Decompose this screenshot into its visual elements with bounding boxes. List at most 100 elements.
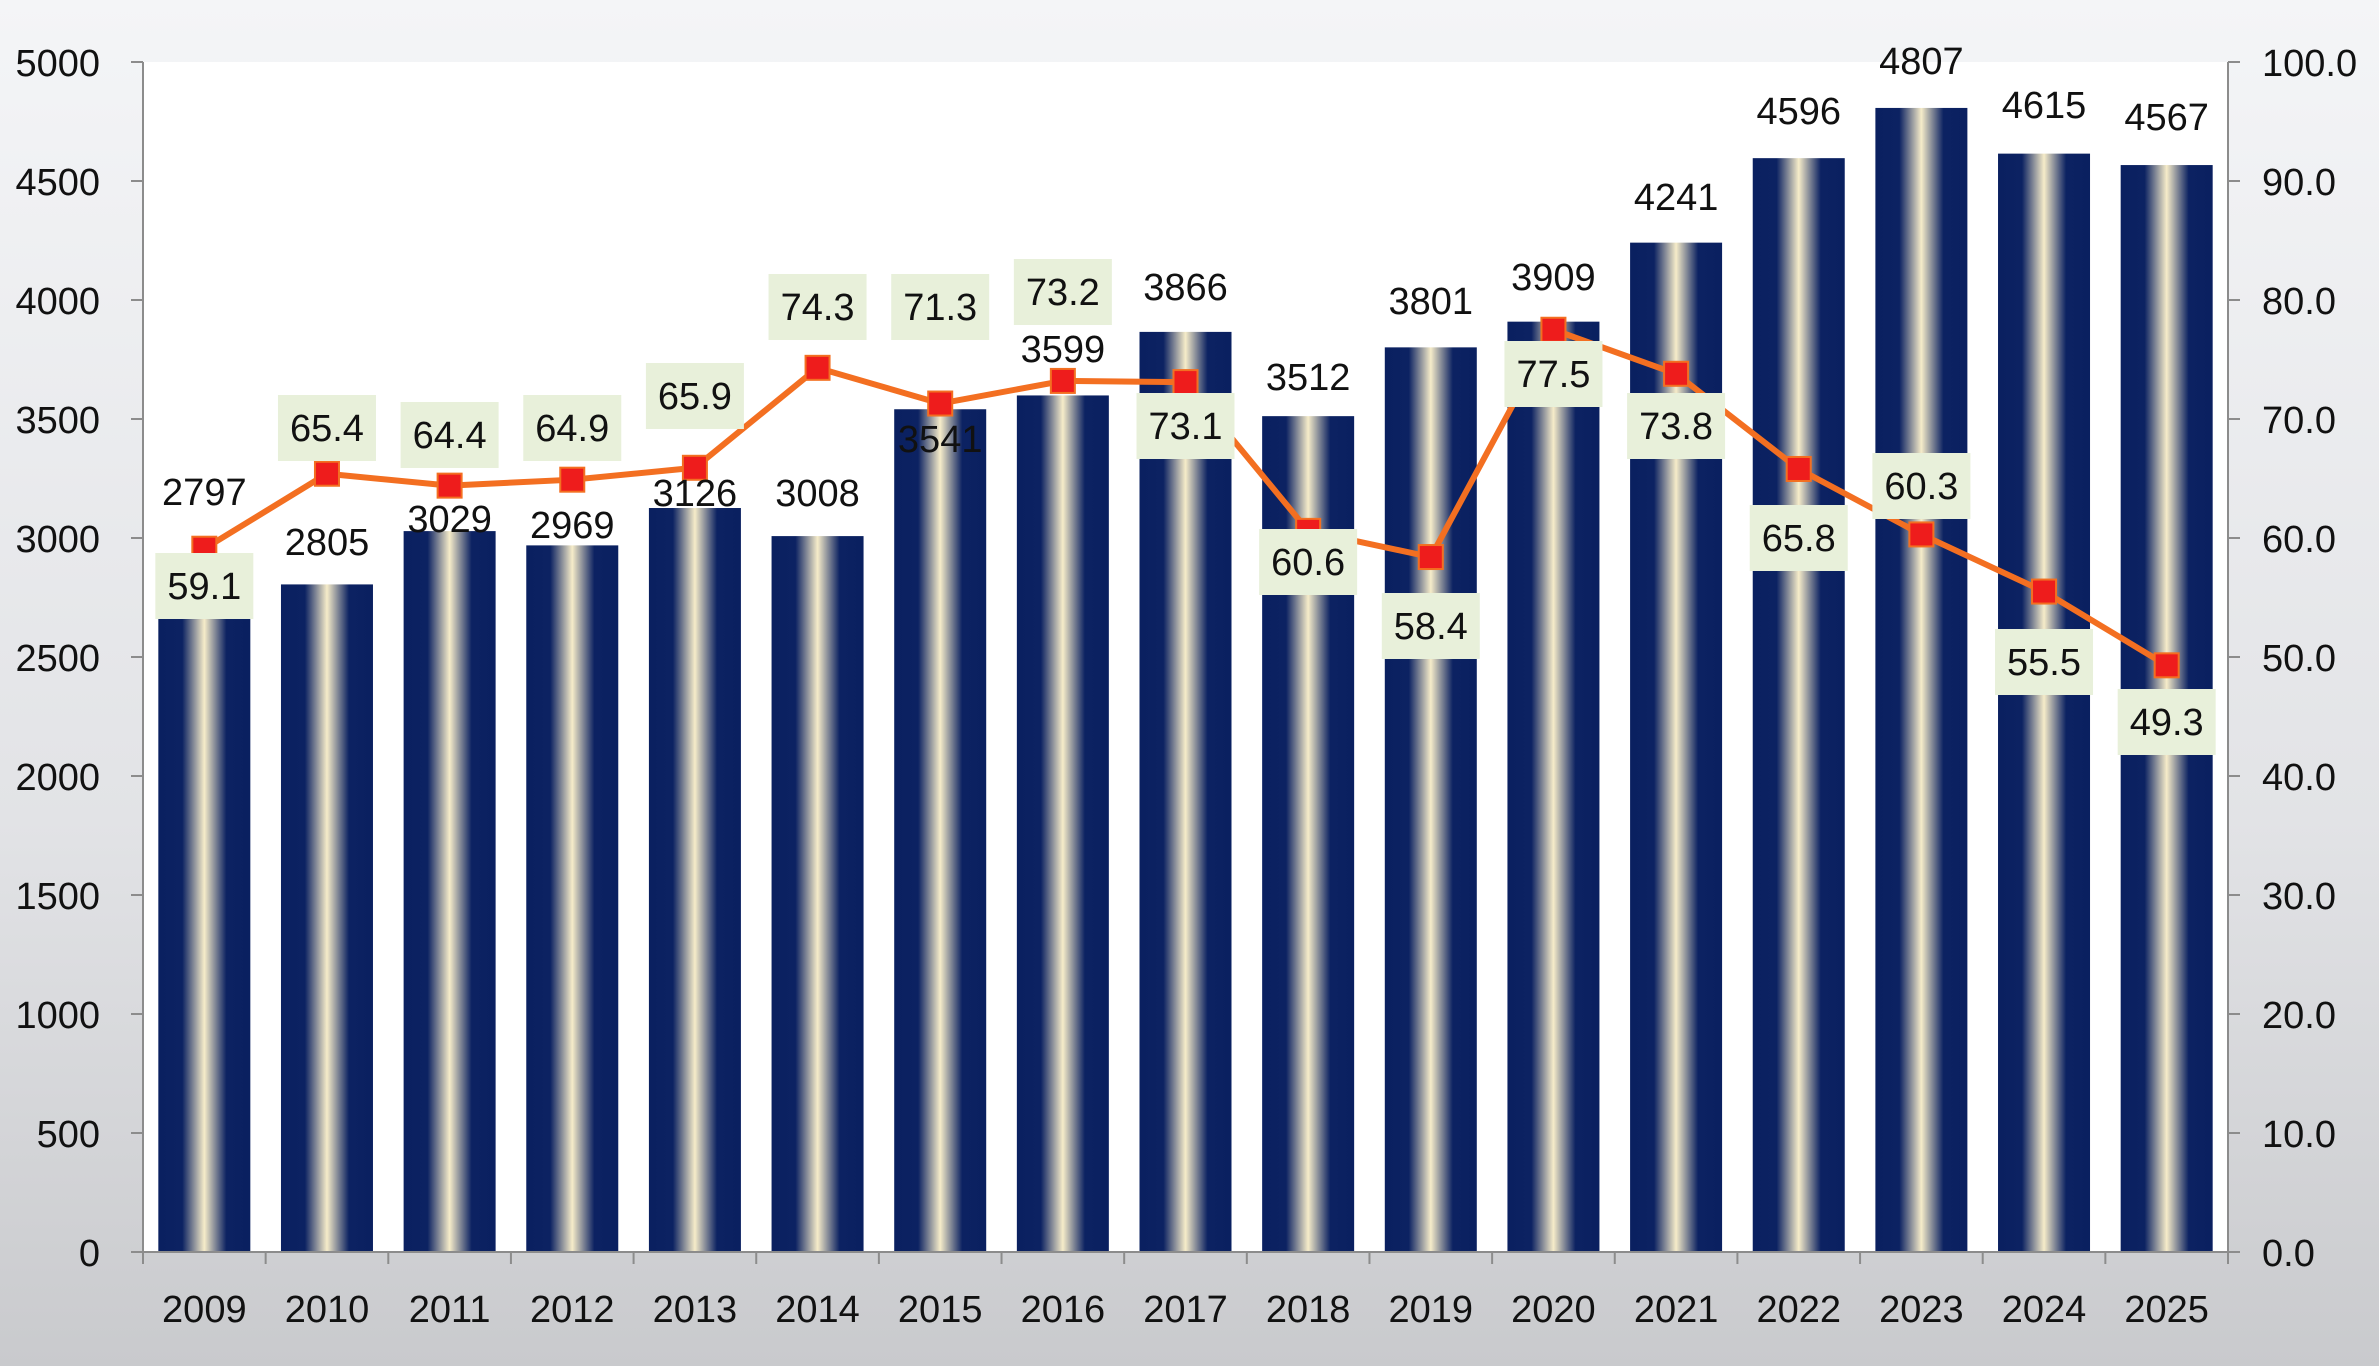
bar-value-label: 3801 (1389, 281, 1474, 323)
bar-value-label: 2797 (162, 472, 247, 514)
x-tick-label: 2009 (162, 1289, 247, 1331)
x-tick-label: 2014 (775, 1289, 860, 1331)
right-tick-label: 70.0 (2262, 400, 2336, 442)
line-label-box (1013, 259, 1112, 325)
bar-value-label: 3909 (1511, 257, 1596, 299)
x-tick-label: 2022 (1756, 1289, 1841, 1331)
line-value-label: 77.5 (1516, 354, 1590, 396)
line-label-box (400, 402, 499, 468)
left-tick-label: 5000 (15, 43, 100, 85)
line-label-box (768, 274, 867, 340)
line-value-label: 49.3 (2130, 702, 2204, 744)
left-tick-label: 2000 (15, 757, 100, 799)
line-value-label: 59.1 (167, 566, 241, 608)
x-tick-label: 2010 (285, 1289, 370, 1331)
x-tick-label: 2021 (1634, 1289, 1719, 1331)
bar-2024 (1998, 153, 2091, 1252)
line-value-label: 74.3 (781, 287, 855, 329)
line-marker-2020 (1540, 316, 1567, 343)
bar-value-label: 3512 (1266, 357, 1351, 399)
right-tick-label: 40.0 (2262, 757, 2336, 799)
bar-value-label: 3599 (1021, 329, 1106, 371)
x-tick-label: 2016 (1021, 1289, 1106, 1331)
line-value-label: 71.3 (903, 287, 977, 329)
left-tick-label: 4000 (15, 281, 100, 323)
x-tick-label: 2012 (530, 1289, 615, 1331)
line-label-box (523, 395, 622, 461)
line-label-box (1627, 393, 1726, 459)
line-label-box (1504, 341, 1603, 407)
right-tick-label: 0.0 (2262, 1233, 2315, 1275)
bar-value-label: 4241 (1634, 177, 1719, 219)
line-label-box (277, 395, 376, 461)
bar-2017 (1139, 331, 1232, 1253)
right-tick-label: 100.0 (2262, 43, 2357, 85)
x-tick-label: 2015 (898, 1289, 983, 1331)
bar-value-label: 3126 (653, 473, 738, 515)
x-tick-label: 2018 (1266, 1289, 1351, 1331)
line-value-label: 65.8 (1762, 518, 1836, 560)
line-label-box (2117, 689, 2216, 755)
x-tick-label: 2024 (2002, 1289, 2087, 1331)
bar-2022 (1752, 158, 1845, 1253)
line-value-label: 73.2 (1026, 272, 1100, 314)
line-value-label: 73.1 (1149, 406, 1223, 448)
line-label-box (891, 274, 990, 340)
line-label-box (1749, 505, 1848, 571)
left-tick-label: 3000 (15, 519, 100, 561)
bar-2012 (526, 545, 619, 1252)
x-tick-label: 2017 (1143, 1289, 1228, 1331)
line-marker-2024 (2031, 578, 2058, 605)
line-label-box (1136, 393, 1235, 459)
bar-value-label: 4807 (1879, 41, 1964, 83)
line-marker-2025 (2153, 652, 2180, 679)
line-label-box (155, 553, 254, 619)
line-marker-2011 (436, 472, 463, 499)
line-label-box (645, 363, 744, 429)
bar-2014 (771, 536, 864, 1252)
bar-value-label: 3008 (775, 473, 860, 515)
bar-value-label: 3866 (1143, 267, 1228, 309)
line-value-label: 65.9 (658, 376, 732, 418)
line-value-label: 73.8 (1639, 406, 1713, 448)
bar-2013 (648, 508, 741, 1253)
bar-value-label: 3541 (898, 419, 983, 461)
line-value-label: 60.3 (1884, 466, 1958, 508)
x-tick-label: 2025 (2124, 1289, 2209, 1331)
right-tick-label: 90.0 (2262, 162, 2336, 204)
bar-2009 (158, 586, 251, 1252)
left-tick-label: 2500 (15, 638, 100, 680)
line-label-box (1259, 529, 1358, 595)
right-tick-label: 30.0 (2262, 876, 2336, 918)
line-marker-2023 (1908, 521, 1935, 548)
bar-value-label: 2805 (285, 522, 370, 564)
line-value-label: 65.4 (290, 408, 364, 450)
line-value-label: 60.6 (1271, 542, 1345, 584)
line-marker-2015 (927, 390, 954, 417)
line-marker-2016 (1049, 367, 1076, 394)
line-label-box (1872, 453, 1971, 519)
bar-value-label: 4615 (2002, 85, 2087, 127)
line-label-box (1995, 629, 2094, 695)
x-tick-label: 2013 (653, 1289, 738, 1331)
bar-value-label: 4567 (2124, 97, 2209, 139)
line-marker-2021 (1663, 360, 1690, 387)
bar-2016 (1016, 395, 1109, 1252)
bar-2010 (280, 584, 373, 1252)
x-tick-label: 2011 (409, 1289, 491, 1331)
bar-2015 (894, 409, 987, 1252)
left-tick-label: 500 (37, 1114, 100, 1156)
bar-2011 (403, 531, 496, 1252)
bar-value-label: 2969 (530, 505, 615, 547)
line-marker-2013 (681, 454, 708, 481)
bar-2019 (1384, 347, 1477, 1252)
bar-2023 (1875, 107, 1968, 1253)
left-tick-label: 4500 (15, 162, 100, 204)
line-marker-2012 (559, 466, 586, 493)
bar-2020 (1507, 321, 1600, 1253)
left-tick-label: 0 (79, 1233, 100, 1275)
right-tick-label: 80.0 (2262, 281, 2336, 323)
x-tick-label: 2020 (1511, 1289, 1596, 1331)
line-value-label: 64.4 (413, 415, 487, 457)
